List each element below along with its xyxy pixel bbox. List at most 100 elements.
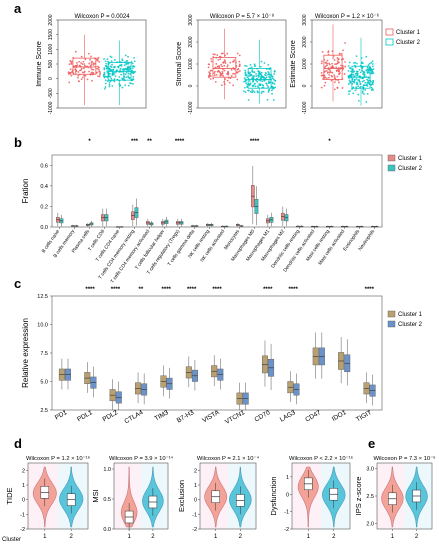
- data-point: [131, 67, 134, 70]
- data-point: [221, 73, 223, 76]
- data-point: [209, 78, 212, 80]
- data-point: [355, 70, 358, 73]
- data-point: [243, 86, 246, 89]
- data-point: [102, 75, 105, 77]
- data-point: [121, 68, 124, 71]
- data-point: [110, 56, 113, 59]
- data-point: [267, 80, 270, 83]
- significance-mark: ****: [288, 287, 298, 293]
- significance-mark: ****: [162, 287, 172, 293]
- data-point: [238, 63, 241, 66]
- legend-b: Cluster 1 Cluster 2: [387, 154, 423, 172]
- data-point: [113, 72, 116, 74]
- data-point: [92, 63, 95, 66]
- data-point: [336, 87, 339, 89]
- x-tick-label: 1: [391, 534, 395, 540]
- data-point: [268, 81, 271, 84]
- x-tick-label: 2: [415, 534, 419, 540]
- data-point: [133, 56, 135, 59]
- data-point: [370, 61, 373, 64]
- data-point: [222, 61, 225, 64]
- data-point: [247, 99, 250, 101]
- data-point: [210, 57, 213, 60]
- y-axis-label: IPS z-score: [354, 477, 363, 516]
- data-point: [232, 84, 235, 87]
- data-point: [121, 58, 124, 61]
- data-point: [125, 62, 128, 65]
- y-axis-label: Immune Score: [36, 41, 43, 87]
- x-tick-label: T cells follicular helper: [134, 228, 166, 271]
- data-point: [103, 87, 106, 90]
- x-tick-label: TIGIT: [355, 409, 373, 423]
- data-point: [77, 74, 80, 77]
- data-point: [217, 58, 220, 61]
- data-point: [326, 64, 328, 67]
- data-point: [112, 66, 115, 69]
- stat-label: Wilcoxon P = 1.2 × 10⁻⁶: [315, 13, 380, 20]
- data-point: [273, 73, 276, 75]
- y-axis-label: Dysfunction: [269, 476, 278, 515]
- data-point: [214, 70, 216, 73]
- data-point: [265, 72, 267, 75]
- data-point: [129, 67, 132, 70]
- data-point: [361, 70, 364, 73]
- data-point: [96, 67, 99, 70]
- data-point: [70, 74, 73, 77]
- data-point: [243, 77, 246, 79]
- data-point: [254, 85, 257, 88]
- data-point: [366, 92, 369, 95]
- data-point: [267, 91, 270, 93]
- data-point: [257, 73, 260, 75]
- data-point: [109, 75, 112, 78]
- data-point: [104, 82, 107, 85]
- data-point: [77, 76, 79, 79]
- data-point: [348, 61, 351, 64]
- data-point: [368, 62, 371, 65]
- data-point: [123, 74, 125, 76]
- data-point: [88, 70, 90, 73]
- y-tick-label: 3000: [302, 14, 308, 25]
- y-tick-label: 0.2: [40, 204, 48, 210]
- stat-label: Wilcoxon P = 5.7 × 10⁻⁸: [210, 13, 275, 20]
- data-point: [327, 50, 330, 53]
- data-point: [273, 70, 276, 73]
- data-point: [366, 84, 369, 87]
- data-point: [253, 75, 256, 78]
- data-point: [353, 80, 356, 83]
- data-point: [324, 61, 327, 64]
- data-point: [263, 79, 266, 82]
- data-point: [371, 65, 374, 68]
- data-point: [226, 65, 229, 68]
- y-tick-label: 12.5: [37, 294, 48, 300]
- data-point: [271, 77, 274, 80]
- y-tick-label: -1000: [48, 101, 54, 114]
- data-point: [84, 74, 87, 77]
- y-tick-label: 1.0: [103, 467, 111, 473]
- data-point: [372, 83, 374, 86]
- data-point: [226, 79, 229, 82]
- y-tick-label: 0: [194, 498, 197, 504]
- data-point: [83, 71, 86, 74]
- data-point: [69, 73, 72, 75]
- data-point: [371, 63, 374, 65]
- y-tick-label: 0.6: [40, 163, 48, 169]
- data-point: [342, 58, 345, 60]
- data-point: [247, 89, 249, 92]
- data-point: [238, 54, 241, 57]
- data-point: [75, 70, 77, 73]
- y-tick-label: 2.5: [366, 494, 374, 500]
- data-point: [99, 73, 101, 76]
- data-point: [238, 60, 241, 63]
- data-point: [371, 72, 373, 75]
- x-tick-label: IDO1: [331, 409, 348, 423]
- data-point: [214, 80, 217, 83]
- legend-a: Cluster 1 Cluster 2: [385, 28, 421, 46]
- data-point: [99, 72, 101, 75]
- data-point: [222, 52, 224, 55]
- data-point: [129, 65, 132, 68]
- y-tick-label: 0: [302, 84, 308, 87]
- data-point: [220, 63, 223, 66]
- data-point: [352, 73, 355, 76]
- data-point: [255, 79, 257, 82]
- data-point: [334, 63, 336, 66]
